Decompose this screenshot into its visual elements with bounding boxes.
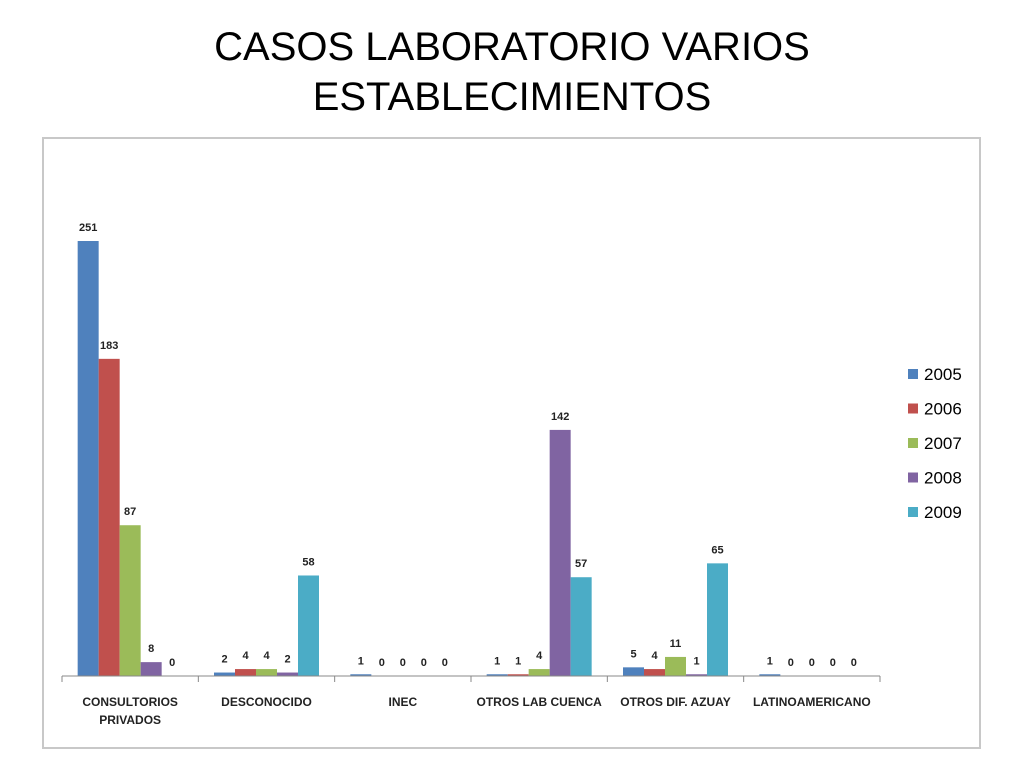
bar-2007-cat-4 (665, 656, 686, 676)
bar-2005-cat-4 (623, 667, 644, 676)
value-label-2006-cat-1: 4 (242, 650, 249, 662)
value-label-2005-cat-3: 1 (494, 655, 500, 667)
category-label-4-line-0: OTROS DIF. AZUAY (620, 695, 730, 709)
bar-2006-cat-4 (644, 669, 665, 676)
value-label-2009-cat-0: 0 (169, 657, 175, 669)
legend: 2005 2006 2007 2008 2009 (908, 365, 962, 522)
bar-2005-cat-2 (350, 674, 372, 676)
bar-2008-cat-4 (686, 674, 707, 676)
category-label-2-line-0: INEC (388, 695, 417, 709)
bar-2005-cat-1 (214, 672, 235, 676)
legend-label-2008: 2008 (924, 469, 962, 488)
x-axis: CONSULTORIOS PRIVADOS DESCONOCIDO INEC OTROS… (61, 675, 881, 727)
category-label-0-line-0: CONSULTORIOS (82, 695, 178, 709)
value-label-2005-cat-0: 251 (79, 222, 97, 234)
category-label-3-line-0: OTROS LAB CUENCA (476, 695, 602, 709)
category-label-1-line-0: DESCONOCIDO (221, 695, 312, 709)
value-label-2006-cat-2: 0 (379, 657, 385, 669)
chart-frame (42, 137, 981, 749)
value-label-2006-cat-0: 183 (100, 340, 118, 352)
value-label-2007-cat-4: 11 (670, 638, 682, 650)
bar-2009-cat-4 (707, 563, 728, 676)
title-line-1: CASOS LABORATORIO VARIOS (214, 25, 810, 69)
bar-2009-cat-3 (570, 577, 592, 676)
value-label-2009-cat-1: 58 (302, 556, 314, 568)
bar-2007-cat-0 (119, 525, 141, 676)
bar-2006-cat-0 (98, 358, 120, 676)
bar-2007-cat-3 (528, 669, 550, 676)
value-label-2007-cat-0: 87 (124, 506, 136, 518)
legend-swatch-2009 (908, 507, 918, 517)
legend-label-2007: 2007 (924, 434, 962, 453)
value-label-2008-cat-0: 8 (148, 643, 154, 655)
value-label-2005-cat-1: 2 (221, 654, 227, 666)
value-label-2009-cat-2: 0 (442, 657, 448, 669)
value-label-2006-cat-3: 1 (515, 655, 521, 667)
legend-swatch-2005 (908, 369, 918, 379)
value-label-2008-cat-2: 0 (421, 657, 427, 669)
bar-2005-cat-5 (759, 674, 781, 676)
value-label-2007-cat-1: 4 (263, 650, 270, 662)
title-line-2: ESTABLECIMIENTOS (312, 75, 712, 119)
value-label-2006-cat-5: 0 (788, 657, 794, 669)
value-label-2009-cat-4: 65 (711, 544, 723, 556)
bar-2007-cat-1 (256, 669, 277, 676)
category-label-5-line-0: LATINOAMERICANO (753, 695, 871, 709)
value-label-2008-cat-3: 142 (551, 411, 569, 423)
bar-2008-cat-3 (549, 429, 571, 676)
value-label-2007-cat-3: 4 (536, 650, 543, 662)
legend-swatch-2006 (908, 403, 918, 414)
bar-2006-cat-1 (235, 669, 256, 676)
bar-2008-cat-0 (140, 662, 162, 676)
value-label-2007-cat-2: 0 (400, 657, 406, 669)
category-label-0-line-1: PRIVADOS (99, 713, 161, 727)
page-title: CASOS LABORATORIO VARIOS ESTABLECIMIENTO… (0, 22, 1024, 122)
bar-2005-cat-0 (77, 241, 99, 676)
value-label-2006-cat-4: 4 (651, 650, 658, 662)
value-label-2008-cat-1: 2 (284, 654, 290, 666)
bar-2006-cat-3 (507, 674, 529, 676)
legend-swatch-2008 (908, 472, 918, 483)
legend-label-2006: 2006 (924, 400, 962, 419)
bar-2009-cat-1 (298, 575, 319, 676)
bar-2005-cat-3 (486, 674, 508, 676)
legend-swatch-2007 (908, 438, 918, 448)
value-label-2009-cat-5: 0 (851, 657, 857, 669)
value-label-2005-cat-4: 5 (630, 648, 636, 660)
legend-label-2005: 2005 (924, 365, 962, 384)
legend-label-2009: 2009 (924, 503, 962, 522)
value-label-2005-cat-5: 1 (767, 655, 773, 667)
bar-2008-cat-1 (277, 672, 298, 676)
value-label-2009-cat-3: 57 (575, 558, 587, 570)
bars-group (77, 241, 781, 676)
value-label-2005-cat-2: 1 (358, 655, 364, 667)
value-label-2007-cat-5: 0 (809, 657, 815, 669)
value-label-2008-cat-4: 1 (693, 655, 699, 667)
value-label-2008-cat-5: 0 (830, 657, 836, 669)
